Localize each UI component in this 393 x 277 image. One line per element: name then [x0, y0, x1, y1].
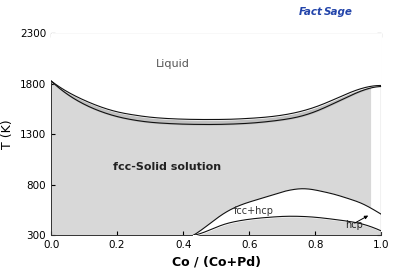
Text: Fact: Fact: [299, 7, 323, 17]
Text: Liquid: Liquid: [156, 58, 190, 69]
X-axis label: Co / (Co+Pd): Co / (Co+Pd): [172, 256, 261, 269]
Text: fcc+hcp: fcc+hcp: [234, 206, 274, 216]
Text: hcp: hcp: [345, 220, 363, 230]
Text: Sage: Sage: [324, 7, 353, 17]
Text: fcc-Solid solution: fcc-Solid solution: [112, 162, 221, 172]
Y-axis label: T (K): T (K): [2, 120, 15, 149]
